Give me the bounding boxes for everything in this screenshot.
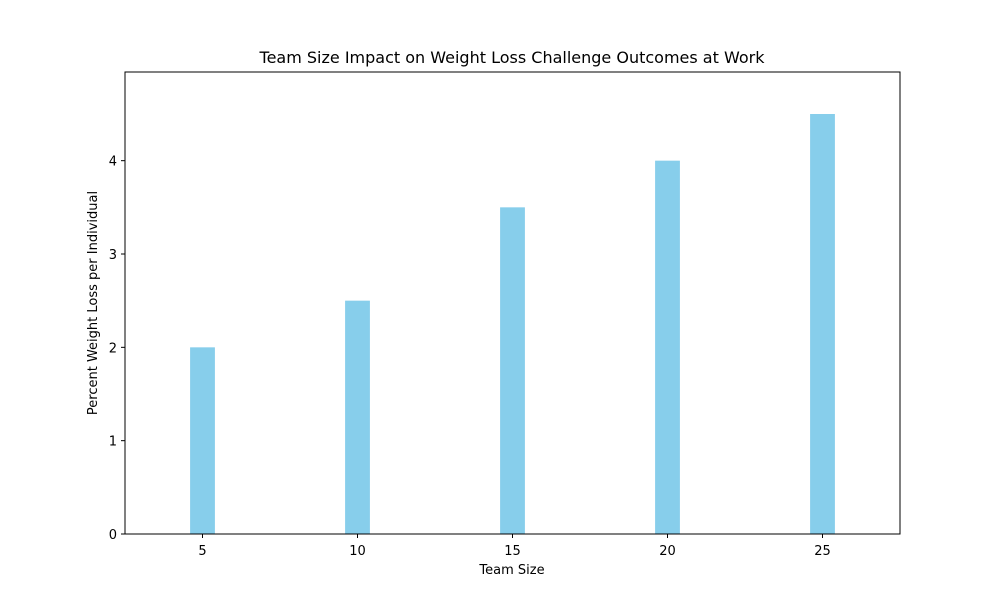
x-tick-label: 10 bbox=[349, 544, 366, 559]
x-tick-label: 5 bbox=[198, 544, 206, 559]
y-tick-label: 2 bbox=[109, 341, 117, 356]
x-tick-label: 25 bbox=[814, 544, 831, 559]
bar-team-size-20 bbox=[655, 160, 680, 534]
x-tick-label: 15 bbox=[504, 544, 521, 559]
bar-team-size-10 bbox=[345, 300, 370, 534]
bar-team-size-15 bbox=[500, 207, 525, 535]
y-tick-label: 4 bbox=[109, 155, 117, 170]
y-tick-label: 1 bbox=[109, 435, 117, 450]
bars-group bbox=[190, 114, 835, 535]
y-tick-label: 0 bbox=[109, 528, 117, 543]
x-tick-label: 20 bbox=[659, 544, 676, 559]
y-tick-label: 3 bbox=[109, 248, 117, 263]
y-axis-ticks: 0 1 2 3 4 bbox=[109, 155, 125, 543]
bar-team-size-25 bbox=[810, 114, 835, 534]
bar-team-size-5 bbox=[190, 347, 215, 534]
x-axis-ticks: 5 10 15 20 25 bbox=[198, 534, 831, 559]
y-axis-label: Percent Weight Loss per Individual bbox=[86, 191, 101, 415]
chart-title: Team Size Impact on Weight Loss Challeng… bbox=[259, 48, 766, 67]
x-axis-label: Team Size bbox=[478, 563, 544, 578]
